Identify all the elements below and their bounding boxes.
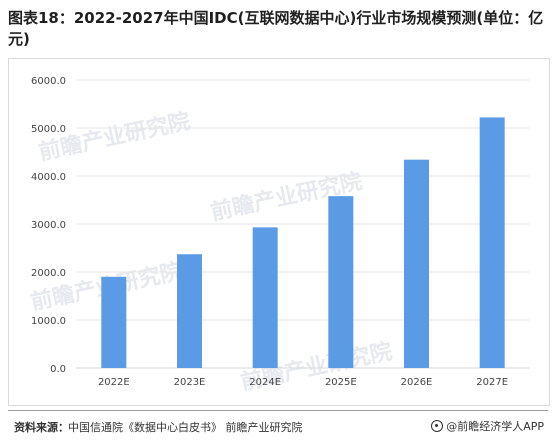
x-tick-label: 2025E (325, 377, 357, 388)
x-tick-label: 2022E (98, 377, 130, 388)
source-text: 中国信通院《数据中心白皮书》 前瞻产业研究院 (68, 421, 303, 434)
source-label: 资料来源： (14, 421, 69, 434)
y-tick-label: 6000.0 (31, 76, 66, 87)
x-tick-label: 2027E (476, 377, 508, 388)
source-footer: 资料来源： 中国信通院《数据中心白皮书》 前瞻产业研究院 @前瞻经济学人APP (8, 410, 548, 441)
bar-2023E (177, 254, 202, 368)
y-tick-label: 2000.0 (31, 268, 66, 279)
brand-text: @前瞻经济学人APP (446, 420, 544, 433)
y-axis-ticks: 0.0 1000.0 2000.0 3000.0 4000.0 5000.0 6000.0 (31, 76, 66, 375)
gridlines (76, 79, 530, 369)
bar-2027E (479, 117, 505, 368)
y-tick-label: 5000.0 (31, 124, 66, 135)
bar-2026E (404, 159, 429, 368)
bar-chart: 0.01000.02000.03000.04000.05000.06000.0 … (31, 76, 530, 388)
brand-credit: @前瞻经济学人APP (431, 418, 544, 434)
x-axis-ticks: 2022E 2023E 2024E 2025E 2026E 2027E (98, 377, 508, 388)
x-tick-label: 2023E (174, 377, 206, 388)
bar-2024E (252, 227, 278, 368)
plot-frame: 前瞻产业研究院 前瞻产业研究院 前瞻产业研究院 前瞻产业研究院 (8, 58, 550, 406)
x-tick-label: 2026E (401, 377, 433, 388)
bars (101, 117, 505, 368)
bar-2025E (328, 196, 354, 368)
bar-2022E (101, 276, 127, 368)
y-tick-label: 3000.0 (31, 220, 66, 231)
y-tick-label: 4000.0 (31, 172, 66, 183)
y-tick-label: 0.0 (50, 364, 66, 375)
circle-logo-icon (431, 420, 444, 432)
chart-title: 图表18：2022-2027年中国IDC(互联网数据中心)行业市场规模预测(单位… (8, 9, 544, 48)
x-tick-label: 2024E (249, 377, 281, 388)
y-tick-label: 1000.0 (31, 316, 66, 327)
